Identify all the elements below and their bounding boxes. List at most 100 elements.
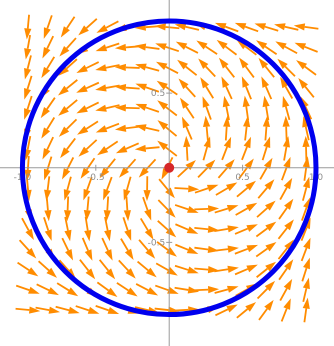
field-arrow-shaft <box>221 146 228 161</box>
field-arrow-head <box>44 210 52 222</box>
field-arrow-head <box>28 306 41 314</box>
field-arrow-shaft <box>122 217 129 231</box>
field-arrow-head <box>58 126 70 137</box>
field-arrow-shaft <box>175 243 189 251</box>
x-tick-label: 0.5 <box>235 173 249 183</box>
field-arrow-head <box>186 246 199 254</box>
field-arrow-head <box>114 84 127 92</box>
field-arrow-shaft <box>96 281 110 292</box>
field-arrow-shaft <box>125 196 129 211</box>
field-arrow-head <box>241 76 250 88</box>
field-arrow-head <box>174 23 187 31</box>
field-arrow-shaft <box>255 247 269 258</box>
field-arrow-shaft <box>75 305 90 312</box>
field-arrow-shaft <box>264 65 275 78</box>
field-arrow-shaft <box>235 288 249 297</box>
field-arrow-head <box>227 245 239 253</box>
field-arrow-head <box>282 95 290 108</box>
field-arrow-head <box>284 219 294 231</box>
field-arrow-shaft <box>118 259 129 272</box>
field-arrow-shaft <box>98 259 109 272</box>
field-arrow-head <box>95 84 107 92</box>
field-arrow-shaft <box>244 45 257 56</box>
field-arrow-head <box>165 187 175 199</box>
field-arrow-head <box>283 156 291 169</box>
field-arrow-head <box>124 229 132 241</box>
field-arrow-shaft <box>215 308 229 317</box>
field-arrow-shaft <box>238 166 249 180</box>
field-arrow-shaft <box>35 306 50 312</box>
field-arrow-head <box>265 221 277 232</box>
field-arrow-head <box>198 58 209 69</box>
field-arrow-head <box>282 115 290 127</box>
field-arrow-head <box>144 209 152 221</box>
field-arrow-shaft <box>134 306 149 312</box>
field-arrow-shaft <box>86 176 93 191</box>
field-arrow-shaft <box>85 81 100 90</box>
field-arrow-head <box>97 146 109 156</box>
field-arrow-shaft <box>116 282 129 292</box>
field-arrow-head <box>106 287 118 298</box>
field-arrow-shaft <box>185 126 193 140</box>
y-tick-label: -0.5 <box>148 238 166 248</box>
field-arrow-shaft <box>303 166 308 181</box>
field-arrow-shaft <box>56 282 70 292</box>
field-arrow-head <box>76 105 88 114</box>
field-arrow-head <box>125 268 136 279</box>
field-arrow-head <box>187 286 200 294</box>
field-arrow-head <box>66 287 79 297</box>
field-arrow-head <box>43 27 51 39</box>
field-arrow-shaft <box>66 176 72 191</box>
field-arrow-head <box>282 136 290 148</box>
field-arrow-head <box>245 302 257 312</box>
field-arrow-shaft <box>174 286 189 291</box>
field-arrow-head <box>294 42 307 51</box>
field-arrow-shaft <box>300 247 308 262</box>
field-arrow-shaft <box>37 260 50 272</box>
field-arrow-head <box>175 41 188 50</box>
field-arrow-shaft <box>15 284 30 292</box>
field-arrow-shaft <box>154 284 169 292</box>
field-arrow-shaft <box>224 25 239 33</box>
field-arrow-head <box>95 104 107 112</box>
field-arrow-shaft <box>46 56 56 70</box>
field-arrow-shaft <box>185 106 195 119</box>
field-arrow-head <box>227 265 239 273</box>
field-arrow-shaft <box>214 248 229 252</box>
field-arrow-shaft <box>61 237 70 251</box>
field-arrow-head <box>42 148 51 160</box>
field-arrow-shaft <box>241 146 248 161</box>
field-arrow-shaft <box>145 46 160 50</box>
field-arrow-head <box>179 97 190 109</box>
field-arrow-head <box>284 198 294 210</box>
field-arrow-head <box>303 257 310 270</box>
field-arrow-head <box>265 200 276 211</box>
field-arrow-shaft <box>224 126 228 141</box>
field-arrow-shaft <box>175 223 189 231</box>
field-arrow-head <box>245 180 256 191</box>
field-arrow-head <box>60 26 70 38</box>
field-arrow-shaft <box>197 166 209 179</box>
field-arrow-shaft <box>104 216 109 231</box>
field-arrow-head <box>222 95 230 108</box>
field-arrow-head <box>84 249 93 261</box>
field-arrow-head <box>262 115 271 127</box>
field-arrow-head <box>63 189 71 201</box>
field-arrow-head <box>202 96 210 108</box>
field-arrow-head <box>58 106 69 116</box>
field-arrow-head <box>76 64 88 73</box>
field-arrow-shaft <box>304 86 315 98</box>
field-arrow-head <box>254 23 267 31</box>
field-arrow-shaft <box>155 262 169 271</box>
field-arrow-head <box>206 184 219 192</box>
field-arrow-shaft <box>205 86 215 99</box>
field-arrow-shaft <box>304 65 317 76</box>
field-arrow-shaft <box>174 308 189 312</box>
field-arrow-shaft <box>264 86 273 100</box>
field-arrow-head <box>77 125 89 135</box>
field-arrow-head <box>256 40 268 50</box>
field-arrow-head <box>246 264 258 273</box>
field-arrow-head <box>187 266 199 274</box>
field-arrow-head <box>264 179 275 190</box>
field-arrow-head <box>216 39 228 50</box>
